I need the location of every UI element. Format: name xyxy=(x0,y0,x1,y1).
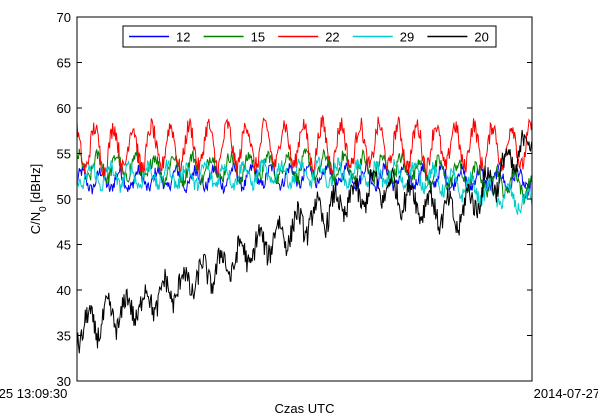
x-tick-labels: 2014-07-25 13:09:30 2014-07-27 17:07:21 xyxy=(0,386,598,401)
y-tick-label: 55 xyxy=(57,147,71,162)
y-tick-label: 50 xyxy=(57,192,71,207)
y-tick-label: 65 xyxy=(57,56,71,71)
plot-area xyxy=(77,17,532,381)
y-axis-label-subscript: 0 xyxy=(38,206,49,212)
series-layer xyxy=(76,115,533,354)
y-tick-label: 45 xyxy=(57,238,71,253)
y-tick-label: 30 xyxy=(57,374,71,389)
x-tick-label: 2014-07-27 17:07:21 xyxy=(534,386,598,401)
legend-label-22: 22 xyxy=(325,30,339,45)
y-tick-label: 70 xyxy=(57,10,71,25)
x-axis-label: Czas UTC xyxy=(275,401,335,416)
series-line-15 xyxy=(76,148,533,204)
y-tick-label: 35 xyxy=(57,329,71,344)
series-line-20 xyxy=(76,129,533,354)
legend-label-20: 20 xyxy=(474,30,488,45)
legend: 12 15 22 29 20 xyxy=(122,25,497,48)
series-line-22 xyxy=(76,115,533,177)
series-line-29 xyxy=(76,156,533,215)
y-axis-label: C/N0 [dBHz] xyxy=(28,164,49,235)
legend-label-12: 12 xyxy=(176,30,190,45)
y-tick-label: 60 xyxy=(57,101,71,116)
y-tick-labels: 30 35 40 45 50 55 60 65 70 xyxy=(57,10,71,389)
axes xyxy=(76,16,533,382)
legend-label-15: 15 xyxy=(251,30,265,45)
y-tick-label: 40 xyxy=(57,283,71,298)
legend-label-29: 29 xyxy=(400,30,414,45)
x-tick-label: 2014-07-25 13:09:30 xyxy=(0,386,67,401)
